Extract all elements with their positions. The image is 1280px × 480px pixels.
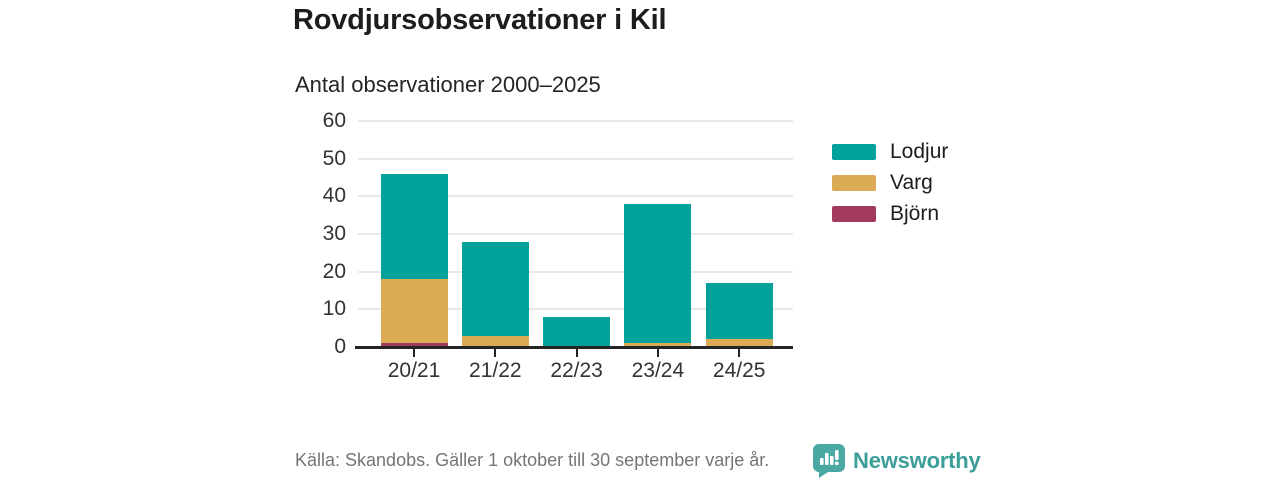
x-axis-tick-label: 21/22 bbox=[469, 359, 522, 382]
source-note: Källa: Skandobs. Gäller 1 oktober till 3… bbox=[295, 450, 770, 470]
x-axis-tick-label: 24/25 bbox=[712, 359, 766, 382]
legend-label: Björn bbox=[890, 201, 940, 225]
bar-segment-varg bbox=[624, 343, 692, 347]
bar-segment-lodjur bbox=[705, 282, 773, 340]
brand-lockup: Newsworthy bbox=[813, 444, 981, 478]
gridline bbox=[358, 308, 793, 311]
page-title: Rovdjursobservationer i Kil bbox=[293, 4, 667, 36]
gridline bbox=[358, 270, 793, 273]
y-axis-tick-label: 0 bbox=[334, 335, 346, 358]
y-axis-tick-label: 20 bbox=[322, 259, 346, 283]
legend-label: Varg bbox=[890, 170, 933, 194]
legend-item-björn: Björn bbox=[832, 201, 948, 225]
legend-swatch-lodjur bbox=[832, 143, 876, 160]
bar-segment-lodjur bbox=[543, 316, 611, 347]
legend-swatch-varg bbox=[832, 174, 876, 191]
x-axis-line bbox=[355, 346, 793, 349]
x-axis-tick bbox=[575, 349, 578, 357]
bar-segment-lodjur bbox=[624, 203, 692, 344]
x-axis-tick bbox=[494, 349, 497, 357]
chart-legend: Lodjur Varg Björn bbox=[832, 139, 949, 225]
gridline bbox=[358, 233, 793, 235]
x-axis-tick-label: 23/24 bbox=[631, 359, 685, 382]
x-axis-tick-label: 20/21 bbox=[387, 359, 441, 382]
y-axis-tick-label: 10 bbox=[322, 297, 346, 321]
bar-segment-lodjur bbox=[461, 241, 529, 336]
x-axis-tick bbox=[738, 349, 741, 357]
x-axis-tick bbox=[656, 349, 659, 357]
legend-label: Lodjur bbox=[890, 139, 949, 163]
x-axis-tick-label: 22/23 bbox=[550, 359, 603, 382]
legend-item-varg: Varg bbox=[832, 170, 948, 194]
y-axis-tick-label: 60 bbox=[322, 109, 346, 132]
gridline bbox=[358, 195, 793, 198]
bar-segment-lodjur bbox=[380, 173, 448, 280]
chart-subtitle: Antal observationer 2000–2025 bbox=[295, 72, 601, 97]
brand-name: Newsworthy bbox=[853, 448, 981, 473]
legend-swatch-björn bbox=[832, 205, 876, 222]
bar-segment-varg bbox=[461, 335, 529, 347]
x-axis-tick bbox=[413, 349, 415, 357]
gridline bbox=[358, 157, 793, 160]
y-axis-tick-label: 30 bbox=[322, 222, 346, 245]
gridline bbox=[358, 120, 793, 122]
newsworthy-logo-icon bbox=[813, 444, 845, 478]
y-axis-tick-label: 40 bbox=[322, 184, 346, 208]
bar-segment-varg bbox=[705, 339, 773, 347]
bar-segment-björn bbox=[380, 343, 448, 347]
bar-segment-varg bbox=[380, 279, 448, 344]
legend-item-lodjur: Lodjur bbox=[832, 139, 949, 163]
y-axis-tick-label: 50 bbox=[322, 146, 346, 170]
